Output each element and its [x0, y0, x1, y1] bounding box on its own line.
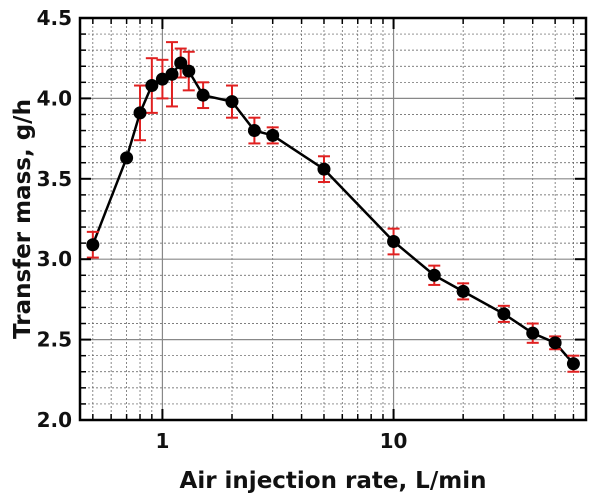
data-point [196, 88, 210, 102]
errorbar-group [86, 41, 580, 373]
data-point [387, 235, 401, 249]
data-point [526, 326, 540, 340]
tick-marks [80, 17, 586, 421]
data-point [145, 79, 159, 93]
data-point [266, 128, 280, 142]
y-tick-label: 2.5 [37, 328, 72, 352]
data-point [174, 56, 188, 70]
data-point [548, 336, 562, 350]
data-point [182, 64, 196, 78]
tick-labels: 2.0 2.5 3.0 3.5 4.0 4.5 1 10 [37, 6, 408, 453]
data-point [133, 106, 147, 120]
data-point [566, 357, 580, 371]
x-axis-title: Air injection rate, L/min [180, 468, 487, 494]
data-point [120, 151, 134, 165]
minor-grid [80, 18, 586, 420]
data-point [86, 238, 100, 252]
plot-frame [78, 16, 588, 422]
data-point [155, 72, 169, 86]
data-point [497, 307, 511, 321]
y-tick-label: 4.5 [37, 6, 72, 30]
data-point [456, 284, 470, 298]
data-point [225, 95, 239, 109]
y-tick-label: 2.0 [37, 408, 72, 432]
x-tick-label: 1 [155, 429, 169, 453]
major-grid [80, 18, 586, 420]
y-tick-label: 4.0 [37, 86, 72, 110]
data-point [317, 162, 331, 176]
data-point [247, 124, 261, 138]
data-point-group [86, 56, 580, 371]
y-axis-title: Transfer mass, g/h [10, 99, 36, 339]
y-tick-label: 3.0 [37, 247, 72, 271]
data-point [427, 268, 441, 282]
x-tick-label: 10 [380, 429, 408, 453]
data-point [165, 67, 179, 81]
y-tick-label: 3.5 [37, 167, 72, 191]
